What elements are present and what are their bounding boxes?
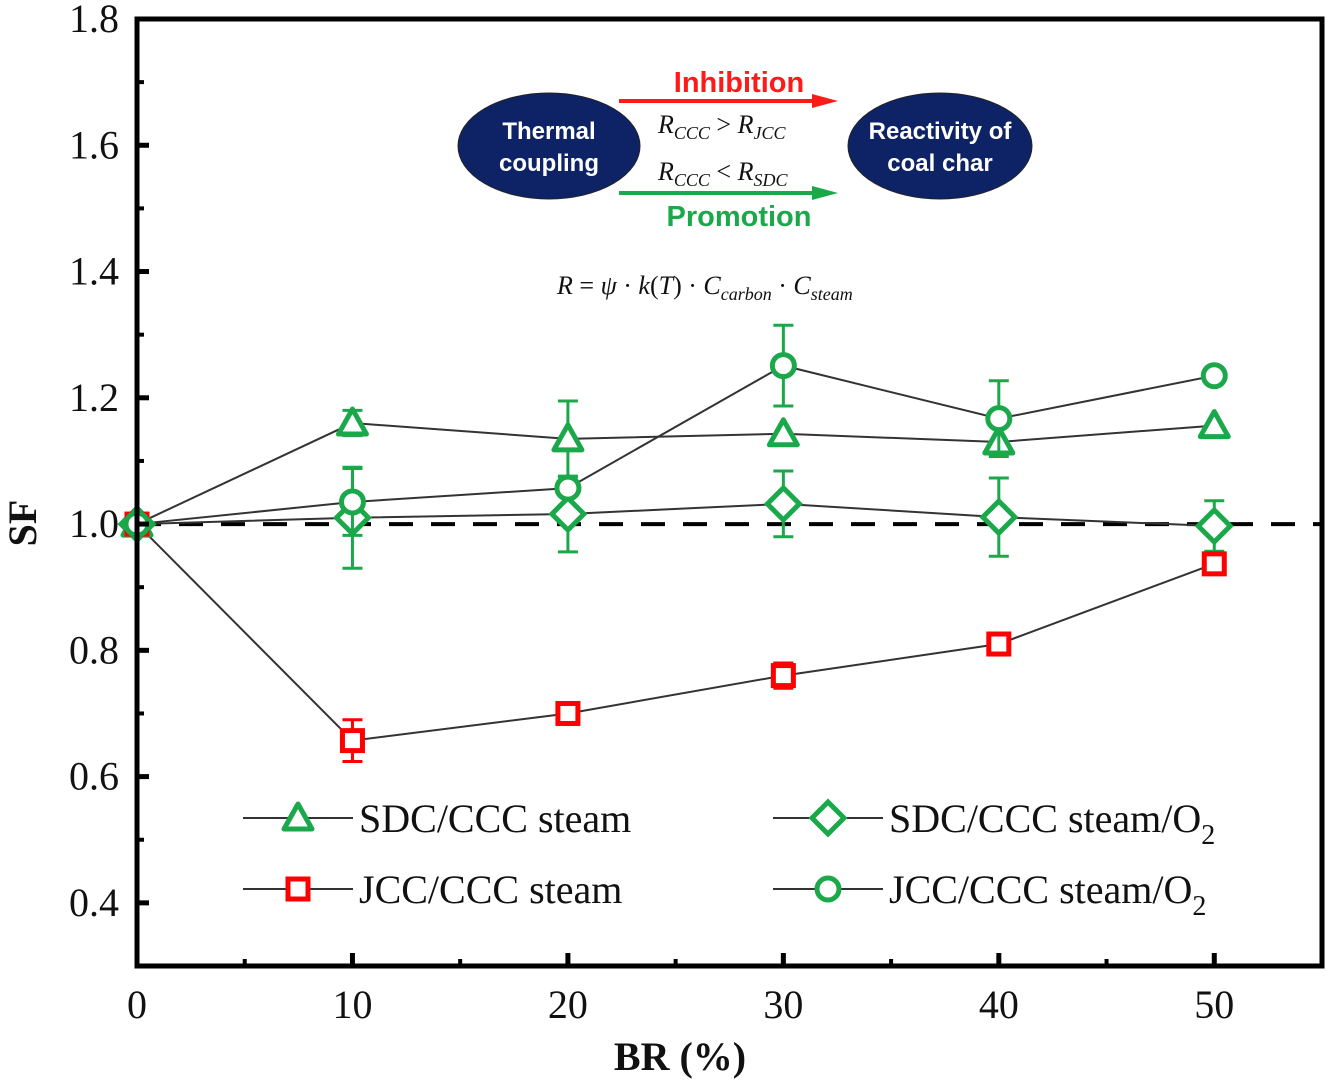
y-tick-label: 1.4 — [69, 249, 119, 294]
data-point — [1200, 362, 1228, 390]
legend: SDC/CCC steam SDC/CCC steam/O2 JCC/CCC ste… — [243, 796, 1215, 922]
plot-marks — [117, 323, 1322, 763]
data-point — [979, 497, 1019, 537]
series-line-1 — [136, 502, 1215, 527]
series-line-2 — [136, 523, 1215, 742]
y-tick-label: 0.4 — [69, 880, 119, 925]
data-point — [1201, 551, 1227, 577]
legend-label: SDC/CCC steam — [359, 796, 631, 841]
thermal-coupling-node — [457, 92, 641, 200]
series-line-3 — [136, 364, 1215, 526]
legend-label: SDC/CCC steam/O2 — [889, 796, 1215, 851]
data-point — [1194, 506, 1234, 546]
data-point — [986, 631, 1012, 657]
data-point — [554, 474, 582, 502]
x-tick-label: 20 — [548, 982, 588, 1027]
data-point — [766, 417, 800, 448]
x-tick-label: 40 — [979, 982, 1019, 1027]
x-tick-label: 50 — [1194, 982, 1234, 1027]
data-point — [338, 488, 366, 516]
data-point — [985, 405, 1013, 433]
legend-label: JCC/CCC steam/O2 — [889, 867, 1206, 922]
inhibition-arrowhead — [812, 94, 838, 108]
svg-text:R = ψ · k(T) · Ccarbon · Cstea: R = ψ · k(T) · Ccarbon · Csteam — [556, 271, 853, 304]
reactivity-line2: coal char — [887, 150, 992, 177]
relation-promotion: RCCC < RSDC — [657, 157, 788, 190]
plot-frame — [134, 16, 1325, 969]
promotion-label: Promotion — [667, 201, 812, 233]
legend-marker-triangle — [281, 801, 315, 832]
x-tick-label: 10 — [332, 982, 372, 1027]
data-point — [769, 352, 797, 380]
rate-equation: R = ψ · k(T) · Ccarbon · Csteam — [556, 271, 853, 304]
y-tick-label: 1.6 — [69, 122, 119, 167]
x-tick-label: 30 — [763, 982, 803, 1027]
relation-inhibition: RCCC > RJCC — [657, 110, 786, 143]
y-tick-label: 1.2 — [69, 375, 119, 420]
data-point — [551, 422, 585, 453]
y-tick-label: 0.6 — [69, 754, 119, 799]
y-tick-label: 1.8 — [69, 0, 119, 41]
legend-marker-diamond — [808, 798, 848, 838]
legend-marker-circle — [814, 875, 842, 903]
data-point — [770, 663, 796, 689]
data-point — [335, 406, 369, 437]
thermal-coupling-line1: Thermal — [502, 118, 595, 145]
svg-text:RCCC < RSDC: RCCC < RSDC — [657, 157, 788, 190]
svg-text:RCCC > RJCC: RCCC > RJCC — [657, 110, 786, 143]
data-point — [339, 728, 365, 754]
y-axis-title: SF — [0, 500, 45, 547]
promotion-arrowhead — [812, 186, 838, 200]
reactivity-node — [847, 92, 1033, 200]
thermal-coupling-line2: coupling — [499, 150, 599, 177]
data-point — [1197, 409, 1231, 440]
inhibition-label: Inhibition — [674, 67, 804, 99]
y-tick-label: 1.0 — [69, 501, 119, 546]
legend-label: JCC/CCC steam — [359, 867, 622, 912]
mechanism-diagram: Thermal coupling Reactivity of coal char… — [457, 67, 1033, 304]
y-tick-label: 0.8 — [69, 627, 119, 672]
series-line-0 — [136, 422, 1215, 525]
data-point — [555, 700, 581, 726]
x-axis-title: BR (%) — [614, 1034, 746, 1079]
legend-marker-square — [285, 876, 311, 902]
data-point — [763, 484, 803, 524]
axis-ticks: 0.4 0.6 0.8 1.0 1.2 1.4 1.6 1.8 0 10 20 30 40 50 — [69, 0, 1234, 1027]
reactivity-line1: Reactivity of — [869, 118, 1013, 145]
x-tick-label: 0 — [127, 982, 147, 1027]
data-point — [548, 494, 588, 534]
